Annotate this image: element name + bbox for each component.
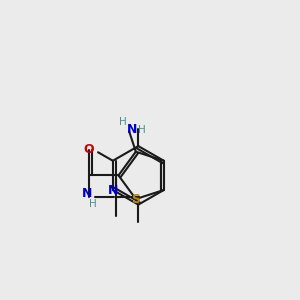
Text: H: H — [138, 125, 146, 135]
Text: O: O — [84, 143, 94, 157]
Text: H: H — [119, 117, 127, 127]
Text: S: S — [131, 193, 140, 206]
Text: N: N — [127, 123, 137, 136]
Text: H: H — [89, 199, 97, 209]
Text: N: N — [82, 187, 92, 200]
Text: N: N — [108, 184, 118, 196]
